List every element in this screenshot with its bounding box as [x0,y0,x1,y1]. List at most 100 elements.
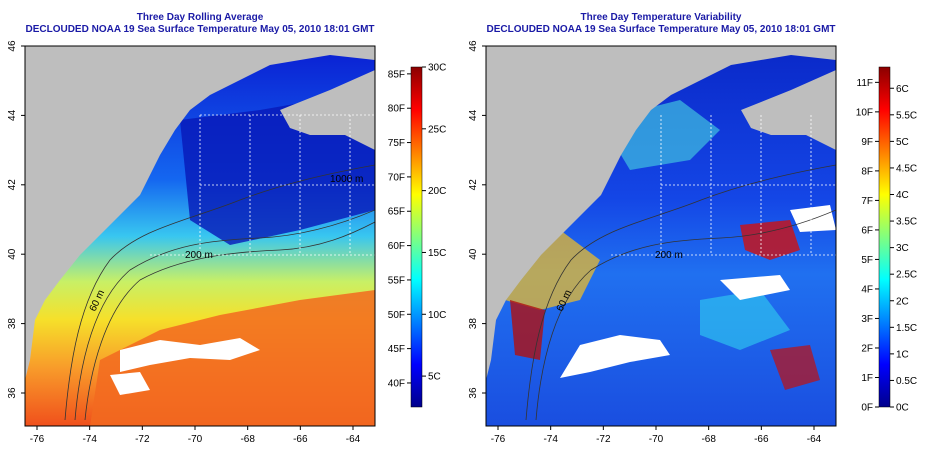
left-colorbar-f-label: 60F [388,241,405,252]
left-y-tick-label: 44 [7,109,18,121]
left-contour-60m [64,164,375,421]
right-contour-label: 200 m [655,250,683,261]
left-nova-scotia [280,70,375,150]
right-mid-variability [700,290,790,350]
right-cloud-patch [560,335,670,378]
left-x-tick-label: -66 [293,434,308,445]
left-colorbar-f-label: 40F [388,378,405,389]
left-colorbar-fahrenheit: 40F 45F 50F 55F 60F 65F 70F 75F 80F 85F [388,69,411,389]
left-y-tick-label: 40 [7,248,18,260]
right-x-tick-label: -70 [649,434,664,445]
right-y-tick-label: 42 [468,179,479,191]
left-contour-label: 200 m [185,250,213,261]
right-colorbar-c-label: 3.5C [896,217,917,228]
right-y-tick-label: 46 [468,40,479,52]
right-colorbar-c-label: 1C [896,349,909,360]
right-colorbar-c-label: 4C [896,190,909,201]
right-cloud-patch [790,205,836,232]
left-y-tick-label: 42 [7,179,18,191]
left-colorbar-f-label: 55F [388,275,405,286]
left-contour-label: 1000 m [330,174,363,185]
right-x-axis: -76 -74 -72 -70 -68 -66 -64 [491,426,822,445]
right-colorbar-f-label: 2F [861,343,873,354]
left-colorbar-c-label: 30C [428,63,446,74]
right-x-tick-label: -74 [543,434,558,445]
right-colorbar-f-label: 11F [857,78,874,89]
right-colorbar-f-label: 9F [861,137,873,148]
left-land [25,46,375,380]
right-subtitle: DECLOUDED NOAA 19 Sea Surface Temperatur… [486,24,836,35]
left-colorbar-f-label: 45F [388,344,405,355]
left-y-tick-label: 38 [7,318,18,330]
right-colorbar-f-label: 0F [861,403,873,414]
left-colorbar-f-label: 65F [388,207,405,218]
right-colorbar-c-label: 2.5C [896,270,917,281]
right-colorbar-c-label: 0.5C [896,376,917,387]
right-map: 200 m 60 m [486,46,836,426]
right-x-tick-label: -72 [596,434,611,445]
left-grid [150,114,375,256]
left-colorbar-f-label: 85F [388,69,405,80]
right-colorbar-c-label: 5C [896,137,909,148]
right-colorbar-c-label: 0C [896,403,909,414]
right-colorbar-c-label: 3C [896,243,909,254]
right-contour-60m [525,164,836,421]
left-x-tick-label: -74 [82,434,97,445]
left-colorbar-celsius: 5C 10C 15C 20C 25C 30C [422,63,446,383]
right-title: Three Day Temperature Variability [580,12,742,23]
left-colorbar-c-label: 5C [428,372,441,383]
right-colorbar-f-label: 1F [861,373,873,384]
right-colorbar-c-label: 2C [896,296,909,307]
right-colorbar-f-label: 5F [861,255,873,266]
right-colorbar-f-label: 10F [856,107,873,118]
left-cloud-patch [120,338,260,372]
right-y-tick-label: 38 [468,318,479,330]
left-map: 1000 m 200 m 60 m [25,46,375,426]
left-y-tick-label: 46 [7,40,18,52]
right-y-tick-label: 44 [468,109,479,121]
left-colorbar-f-label: 80F [388,104,405,115]
right-x-tick-label: -76 [491,434,506,445]
left-x-axis: -76 -74 -72 -70 -68 -66 -64 [30,426,361,445]
right-x-tick-label: -64 [807,434,822,445]
right-grid [611,115,836,256]
right-colorbar-f-label: 3F [861,314,873,325]
right-x-tick-label: -66 [754,434,769,445]
left-colorbar [410,66,423,408]
left-title: Three Day Rolling Average [136,12,264,23]
right-colorbar-c-label: 4.5C [896,163,917,174]
right-map-frame [485,45,837,427]
right-y-tick-label: 40 [468,248,479,260]
left-y-tick-label: 36 [7,387,18,399]
right-nova-scotia [741,70,836,150]
left-colorbar-f-label: 70F [388,172,405,183]
left-cloud-patch-2 [110,372,150,395]
right-colorbar-c-label: 6C [896,84,909,95]
right-colorbar-c-label: 1.5C [896,323,917,334]
left-map-frame [24,45,376,427]
left-x-tick-label: -70 [188,434,203,445]
left-colorbar-f-label: 50F [388,310,405,321]
right-colorbar-f-label: 6F [861,225,873,236]
right-land [486,46,836,380]
left-colorbar-f-label: 75F [388,138,405,149]
left-x-tick-label: -76 [30,434,45,445]
right-x-tick-label: -68 [701,434,716,445]
left-colorbar-c-label: 20C [428,186,446,197]
right-colorbar-celsius: 0C 0.5C 1C 1.5C 2C 2.5C 3C 3.5C 4C 4.5C 5C 5.5C 6C [890,84,917,414]
right-colorbar-f-label: 4F [861,284,873,295]
left-colorbar-c-label: 10C [428,310,446,321]
left-colorbar-c-label: 25C [428,124,446,135]
right-colorbar-f-label: 7F [861,196,873,207]
right-high-variability [770,345,820,390]
left-colorbar-c-label: 15C [428,248,446,259]
right-colorbar-fahrenheit: 0F 1F 2F 3F 4F 5F 6F 7F 8F 9F 10F 11F [856,78,879,414]
right-y-tick-label: 36 [468,387,479,399]
left-contour-200m [74,209,375,421]
left-y-axis: 36 38 40 42 44 46 [7,40,25,399]
right-colorbar [878,66,891,408]
left-subtitle: DECLOUDED NOAA 19 Sea Surface Temperatur… [25,24,375,35]
left-x-tick-label: -72 [135,434,150,445]
right-high-variability [740,220,800,260]
